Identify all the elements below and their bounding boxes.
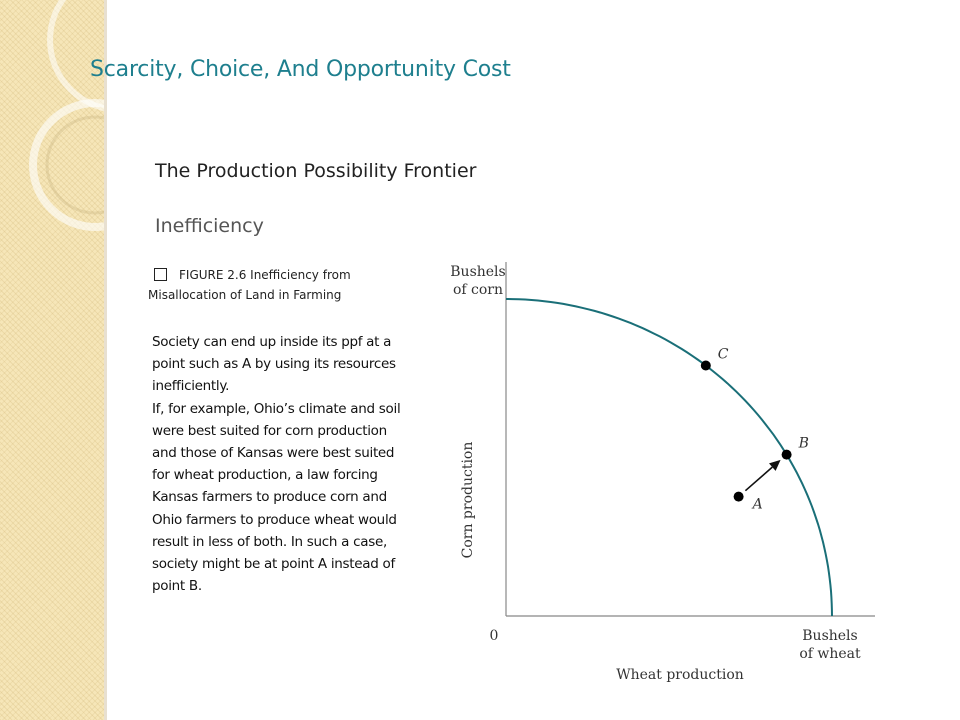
y-axis-label: Corn production [460,442,476,559]
x-axis-label: Wheat production [616,667,744,683]
x-unit-label-1: Bushels [802,628,857,644]
point-c [700,360,711,371]
y-unit-label-2: of corn [453,282,503,298]
checkbox-bullet-icon [154,268,167,281]
point-label-b: B [798,436,809,452]
shift-arrow [744,466,773,492]
body-text: Society can end up inside its ppf at a p… [152,331,412,597]
sidebar-rings [29,0,105,231]
ppf-diagram: Bushels of corn Corn production 0 Bushel… [450,262,875,683]
section-heading: Inefficiency [155,215,264,237]
point-label-c: C [718,347,729,363]
decorative-sidebar [0,0,105,720]
origin-label: 0 [490,628,499,644]
body-paragraph-2: If, for example, Ohio’s climate and soil… [152,400,401,595]
x-unit-label-2: of wheat [799,646,861,662]
arrowhead-icon [769,459,781,471]
point-b [781,449,792,460]
slide-title: Scarcity, Choice, And Opportunity Cost [90,57,511,82]
caption-line1: FIGURE 2.6 Inefficiency from [179,268,351,282]
body-paragraph-1: Society can end up inside its ppf at a p… [152,334,396,395]
figure-caption: FIGURE 2.6 Inefficiency from Misallocati… [148,265,408,305]
caption-line2: Misallocation of Land in Farming [148,288,342,302]
sidebar-edge [104,0,107,720]
point-a [733,491,744,502]
ppf-points: C B A [700,347,809,513]
ppf-curve [505,298,833,617]
y-unit-label-1: Bushels [450,264,505,280]
point-label-a: A [751,497,763,513]
slide-subtitle: The Production Possibility Frontier [155,160,477,182]
